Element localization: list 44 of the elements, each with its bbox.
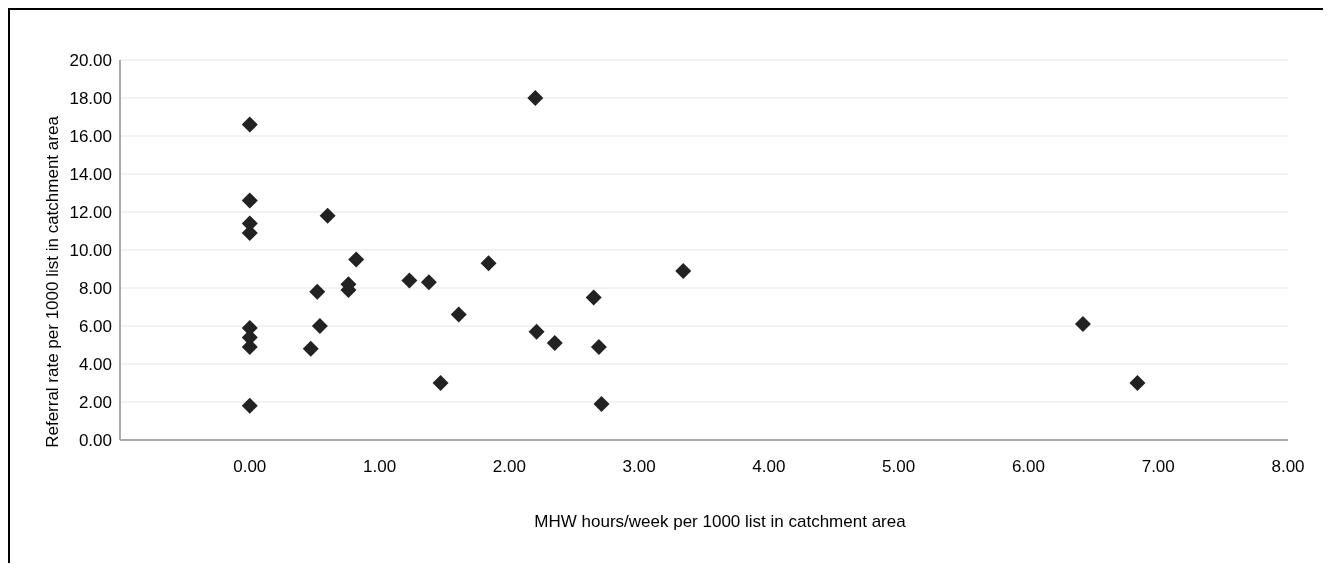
point: [302, 340, 319, 357]
point: [590, 338, 607, 355]
x-axis-title: MHW hours/week per 1000 list in catchment area: [533, 512, 907, 532]
point: [420, 274, 437, 291]
point: [311, 318, 328, 334]
point: [241, 116, 258, 133]
point: [1074, 316, 1091, 333]
point: [309, 283, 326, 300]
point: [593, 395, 610, 412]
x-tick-label: 8.00: [1271, 457, 1305, 477]
y-tick-label: 4.00: [78, 355, 112, 375]
point: [480, 255, 497, 272]
point: [401, 272, 418, 289]
y-tick-label: 16.00: [69, 127, 112, 147]
y-tick-label: 18.00: [69, 89, 112, 109]
point: [528, 323, 545, 340]
y-tick-label: 10.00: [69, 241, 112, 261]
x-tick-label: 1.00: [363, 457, 397, 477]
point: [348, 251, 365, 268]
y-tick-label: 14.00: [69, 165, 112, 185]
y-tick-label: 2.00: [78, 393, 112, 413]
point: [1129, 375, 1146, 391]
y-axis-title: Referral rate per 1000 list in catchment area: [43, 115, 62, 448]
point: [241, 397, 258, 414]
point: [527, 90, 544, 106]
point: [546, 335, 563, 352]
y-tick-label: 12.00: [69, 203, 112, 223]
x-tick-label: 2.00: [492, 457, 526, 477]
x-tick-label: 7.00: [1141, 457, 1175, 477]
point: [675, 262, 692, 279]
y-tick-label: 8.00: [78, 279, 112, 299]
x-tick-label: 0.00: [233, 457, 267, 477]
x-tick-label: 4.00: [752, 457, 786, 477]
x-tick-label: 3.00: [622, 457, 656, 477]
y-tick-label: 0.00: [78, 431, 112, 451]
y-tick-label: 6.00: [78, 317, 112, 337]
point: [450, 306, 467, 323]
y-tick-label: 20.00: [69, 51, 112, 71]
point: [585, 289, 602, 306]
x-tick-label: 6.00: [1011, 457, 1045, 477]
point: [241, 192, 258, 209]
point: [319, 207, 336, 224]
x-tick-label: 5.00: [882, 457, 916, 477]
point: [432, 375, 449, 391]
